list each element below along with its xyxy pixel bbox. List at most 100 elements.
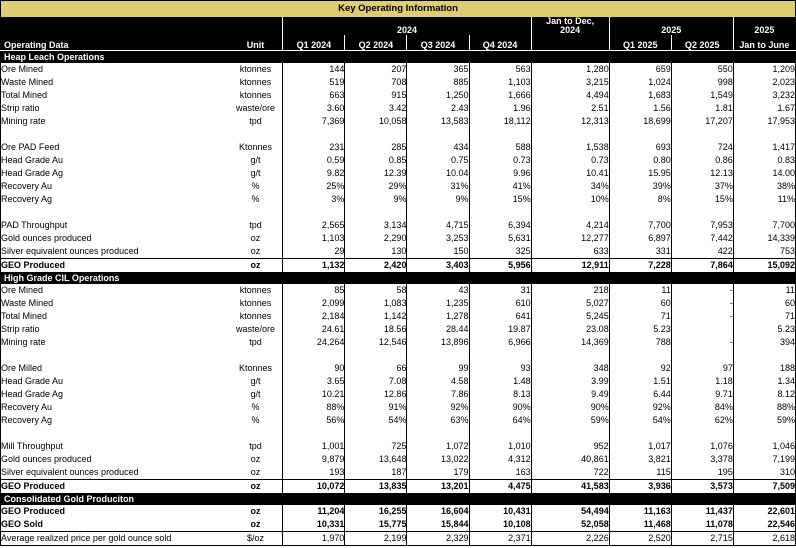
- table-row: Head Grade Ag g/t 10.21 12.86 7.86 8.13 9.49 6.…: [1, 388, 796, 401]
- table-row: Waste Mined ktonnes 2,099 1,083 1,235 610 5,02…: [1, 297, 796, 310]
- spacer-cell: [468, 349, 532, 362]
- table-row: PAD Throughput tpd 2,565 3,134 4,715 6,394 4,2…: [1, 219, 796, 232]
- data-cell: 788: [608, 336, 672, 349]
- data-cell: 10.04: [406, 167, 470, 180]
- data-cell: 0.73: [468, 154, 532, 167]
- spacer-cell: [282, 427, 345, 440]
- data-cell: 659: [608, 63, 672, 76]
- table-row: Recovery Au% 88% 91% 92% 90% 90% 92% 84% 88%: [1, 401, 796, 414]
- data-cell: 10.21: [282, 388, 345, 401]
- data-cell: 2,520: [608, 531, 672, 546]
- spacer-cell: [732, 427, 796, 440]
- data-cell: 13,648: [344, 453, 407, 466]
- data-cell: 3.99: [530, 375, 610, 388]
- data-cell: 18,699: [608, 115, 672, 128]
- section-header-row: High Grade CIL Operations: [0, 272, 796, 284]
- data-cell: 8%: [608, 193, 672, 206]
- data-cell: 43: [406, 284, 470, 297]
- data-cell: 2,420: [344, 258, 407, 272]
- data-cell: 88%: [282, 401, 345, 414]
- header-unit: Unit: [228, 35, 283, 51]
- data-cell: 1.48: [468, 375, 532, 388]
- data-cell: 10,058: [344, 115, 407, 128]
- data-cell: 29: [282, 245, 345, 259]
- data-cell: 610: [468, 297, 532, 310]
- data-cell: 28.44: [406, 323, 470, 336]
- data-cell: 58: [344, 284, 407, 297]
- row-label: Mill Throughput: [1, 441, 63, 451]
- data-cell: 88%: [732, 401, 796, 414]
- data-cell: 56%: [282, 414, 345, 427]
- data-cell: 13,835: [344, 479, 407, 493]
- spacer-cell: [732, 128, 796, 141]
- data-cell: 60: [732, 297, 796, 310]
- data-cell: 115: [608, 466, 672, 480]
- table-row: Silver equivalent ounces produced oz 193 18…: [1, 466, 796, 480]
- data-cell: 90%: [530, 401, 610, 414]
- table-row: Silver equivalent ounces produced oz 29 130…: [1, 245, 796, 259]
- data-cell: 693: [608, 141, 672, 154]
- data-cell: 54,494: [530, 505, 610, 518]
- row-label: Ore PAD Feed: [1, 142, 60, 152]
- row-unit: g/t: [250, 155, 261, 165]
- data-cell: 62%: [670, 414, 734, 427]
- data-cell: 10,108: [468, 518, 532, 532]
- table-row: Ore Milled Ktonnes 90 66 99 93 348 92 97 188: [1, 362, 796, 375]
- spacer-cell: [282, 349, 345, 362]
- data-cell: 17,207: [670, 115, 734, 128]
- spacer-cell: [670, 128, 734, 141]
- data-cell: 31%: [406, 180, 470, 193]
- data-cell: 2,329: [406, 531, 470, 546]
- header-col-q2-2024: Q2 2024: [344, 35, 407, 51]
- spacer-cell: [468, 206, 532, 219]
- spacer-cell: [344, 128, 407, 141]
- data-cell: 7,442: [670, 232, 734, 245]
- data-cell: 37%: [670, 180, 734, 193]
- data-cell: 91%: [344, 401, 407, 414]
- data-cell: 12,313: [530, 115, 610, 128]
- operating-data-table: 2024 Jan to Dec, 2024 2025 2025 Operatin…: [0, 17, 796, 546]
- data-cell: 59%: [530, 414, 610, 427]
- data-cell: 394: [732, 336, 796, 349]
- data-cell: 16,255: [344, 505, 407, 518]
- data-cell: 63%: [406, 414, 470, 427]
- data-cell: 12.13: [670, 167, 734, 180]
- spacer-row: [1, 427, 796, 440]
- row-label: Head Grade Au: [1, 155, 64, 165]
- data-cell: 10,072: [282, 479, 345, 493]
- table-row: Strip ratio waste/ore 3.60 3.42 2.43 1.96 2.51…: [1, 102, 796, 115]
- data-cell: 1,010: [468, 440, 532, 453]
- data-cell: 12,911: [530, 258, 610, 272]
- table-row: Recovery Au% 25% 29% 31% 41% 34% 39% 37% 38%: [1, 180, 796, 193]
- data-cell: 54%: [608, 414, 672, 427]
- data-cell: 5,631: [468, 232, 532, 245]
- row-label: Head Grade Ag: [1, 389, 64, 399]
- data-cell: 7,700: [608, 219, 672, 232]
- row-unit: waste/ore: [236, 103, 276, 113]
- table-body: Heap Leach Operations Ore Mined ktonnes 144…: [0, 50, 796, 546]
- data-cell: -: [670, 297, 734, 310]
- data-cell: 1,235: [406, 297, 470, 310]
- data-cell: 130: [344, 245, 407, 259]
- data-cell: 519: [282, 76, 345, 89]
- data-cell: 7,199: [732, 453, 796, 466]
- spacer-cell: [530, 206, 610, 219]
- data-cell: 92%: [406, 401, 470, 414]
- data-cell: 9.82: [282, 167, 345, 180]
- data-cell: 3,573: [670, 479, 734, 493]
- row-label: Head Grade Ag: [1, 168, 64, 178]
- data-cell: 1,132: [282, 258, 345, 272]
- data-cell: 1,083: [344, 297, 407, 310]
- data-cell: 6.44: [608, 388, 672, 401]
- data-cell: 722: [530, 466, 610, 480]
- data-cell: 92%: [608, 401, 672, 414]
- row-unit: tpd: [249, 441, 262, 451]
- data-cell: 41%: [468, 180, 532, 193]
- data-cell: 325: [468, 245, 532, 259]
- data-cell: 12,277: [530, 232, 610, 245]
- table-row: GEO Produced oz 11,204 16,255 16,604 10,431 54…: [1, 505, 796, 518]
- data-cell: 3,232: [732, 89, 796, 102]
- data-cell: [670, 323, 734, 336]
- spacer-cell: [344, 206, 407, 219]
- data-cell: 84%: [670, 401, 734, 414]
